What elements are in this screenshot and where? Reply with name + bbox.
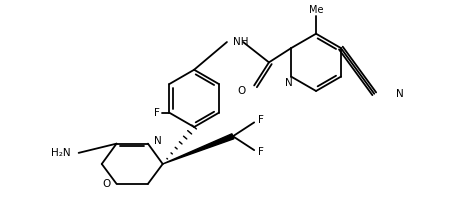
Text: O: O bbox=[237, 87, 245, 96]
Text: NH: NH bbox=[232, 37, 248, 47]
Polygon shape bbox=[163, 134, 233, 164]
Text: N: N bbox=[395, 89, 403, 99]
Text: F: F bbox=[257, 147, 263, 157]
Text: F: F bbox=[257, 115, 263, 125]
Text: O: O bbox=[102, 179, 110, 189]
Text: N: N bbox=[284, 78, 292, 88]
Text: H₂N: H₂N bbox=[50, 148, 70, 158]
Text: Me: Me bbox=[308, 5, 323, 15]
Text: N: N bbox=[154, 136, 161, 146]
Text: F: F bbox=[154, 108, 160, 118]
